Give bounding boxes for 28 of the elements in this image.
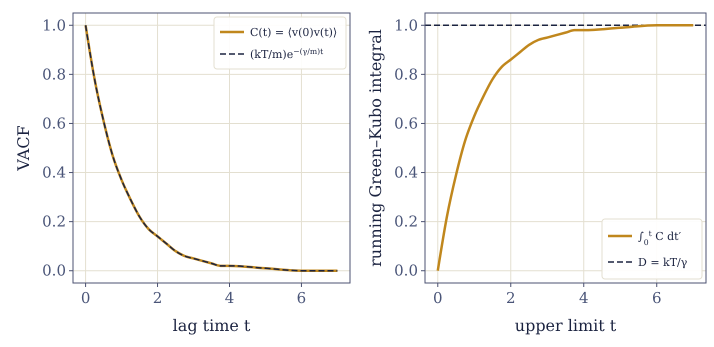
legend-label: (kT/m)e$^{−(γ/m)t}$ xyxy=(250,46,324,61)
x-axis-title: upper limit t xyxy=(514,316,617,335)
y-tick-label: 0.6 xyxy=(42,114,66,132)
x-tick-label: 0 xyxy=(433,289,443,307)
y-tick-label: 0.8 xyxy=(42,65,66,84)
y-tick-label: 0.4 xyxy=(42,164,66,182)
y-tick-label: 0.8 xyxy=(394,65,418,84)
legend-label: D = kT/γ xyxy=(638,256,688,269)
x-tick-label: 2 xyxy=(152,289,162,307)
x-tick-label: 6 xyxy=(296,289,306,307)
x-tick-label: 6 xyxy=(652,289,662,307)
y-tick-label: 0.0 xyxy=(394,262,418,280)
y-tick-label: 0.0 xyxy=(42,262,66,280)
x-axis-title: lag time t xyxy=(172,316,251,335)
y-tick-label: 1.0 xyxy=(42,16,66,34)
y-tick-label: 1.0 xyxy=(394,16,418,34)
y-tick-label: 0.6 xyxy=(394,114,418,132)
y-axis-title: running Green–Kubo integral xyxy=(366,29,385,267)
x-tick-label: 2 xyxy=(506,289,516,307)
legend-label: ∫$_{0}$$^{t}$ C dt′ xyxy=(638,228,682,246)
y-axis-title: VACF xyxy=(14,125,33,172)
legend-label: C(t) = ⟨v(0)v(t)⟩ xyxy=(250,26,338,39)
x-tick-label: 0 xyxy=(80,289,90,307)
y-tick-label: 0.4 xyxy=(394,164,418,182)
x-tick-label: 4 xyxy=(578,289,589,307)
y-tick-label: 0.2 xyxy=(394,212,418,231)
y-tick-label: 0.2 xyxy=(42,212,66,231)
x-tick-label: 4 xyxy=(224,289,234,307)
